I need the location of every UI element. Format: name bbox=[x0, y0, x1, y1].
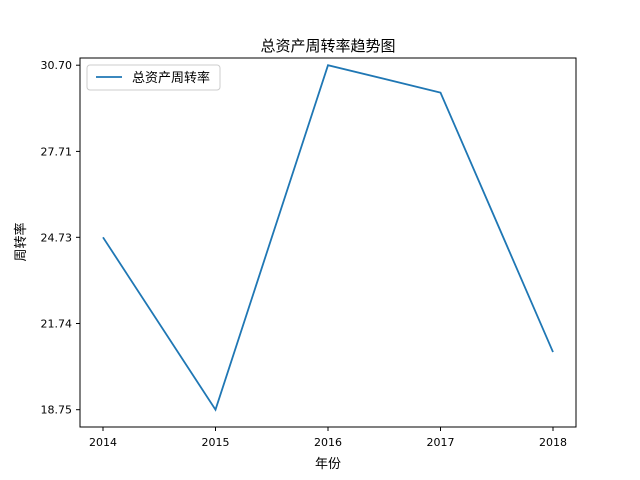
y-axis-label: 周转率 bbox=[13, 222, 29, 261]
x-tick-label: 2017 bbox=[427, 436, 455, 449]
legend-box bbox=[86, 64, 221, 91]
series-line bbox=[102, 64, 554, 412]
legend: 总资产周转率 bbox=[86, 64, 221, 91]
y-axis: 18.75 21.74 24.73 27.71 30.70 bbox=[41, 59, 80, 417]
y-tick-label: 27.71 bbox=[41, 145, 73, 158]
legend-label: 总资产周转率 bbox=[132, 70, 210, 86]
x-axis: 2014 2015 2016 2017 2018 bbox=[89, 427, 567, 449]
y-tick-label: 21.74 bbox=[41, 318, 73, 331]
x-tick-label: 2014 bbox=[89, 436, 117, 449]
chart-title: 总资产周转率趋势图 bbox=[260, 37, 395, 55]
x-axis-label: 年份 bbox=[315, 457, 341, 472]
x-tick-label: 2015 bbox=[202, 436, 230, 449]
x-tick-label: 2016 bbox=[314, 436, 342, 449]
plot-frame bbox=[79, 57, 577, 428]
y-tick-label: 18.75 bbox=[41, 404, 73, 417]
y-tick-label: 24.73 bbox=[41, 231, 73, 244]
y-tick-label: 30.70 bbox=[41, 59, 73, 72]
x-tick-label: 2018 bbox=[539, 436, 567, 449]
